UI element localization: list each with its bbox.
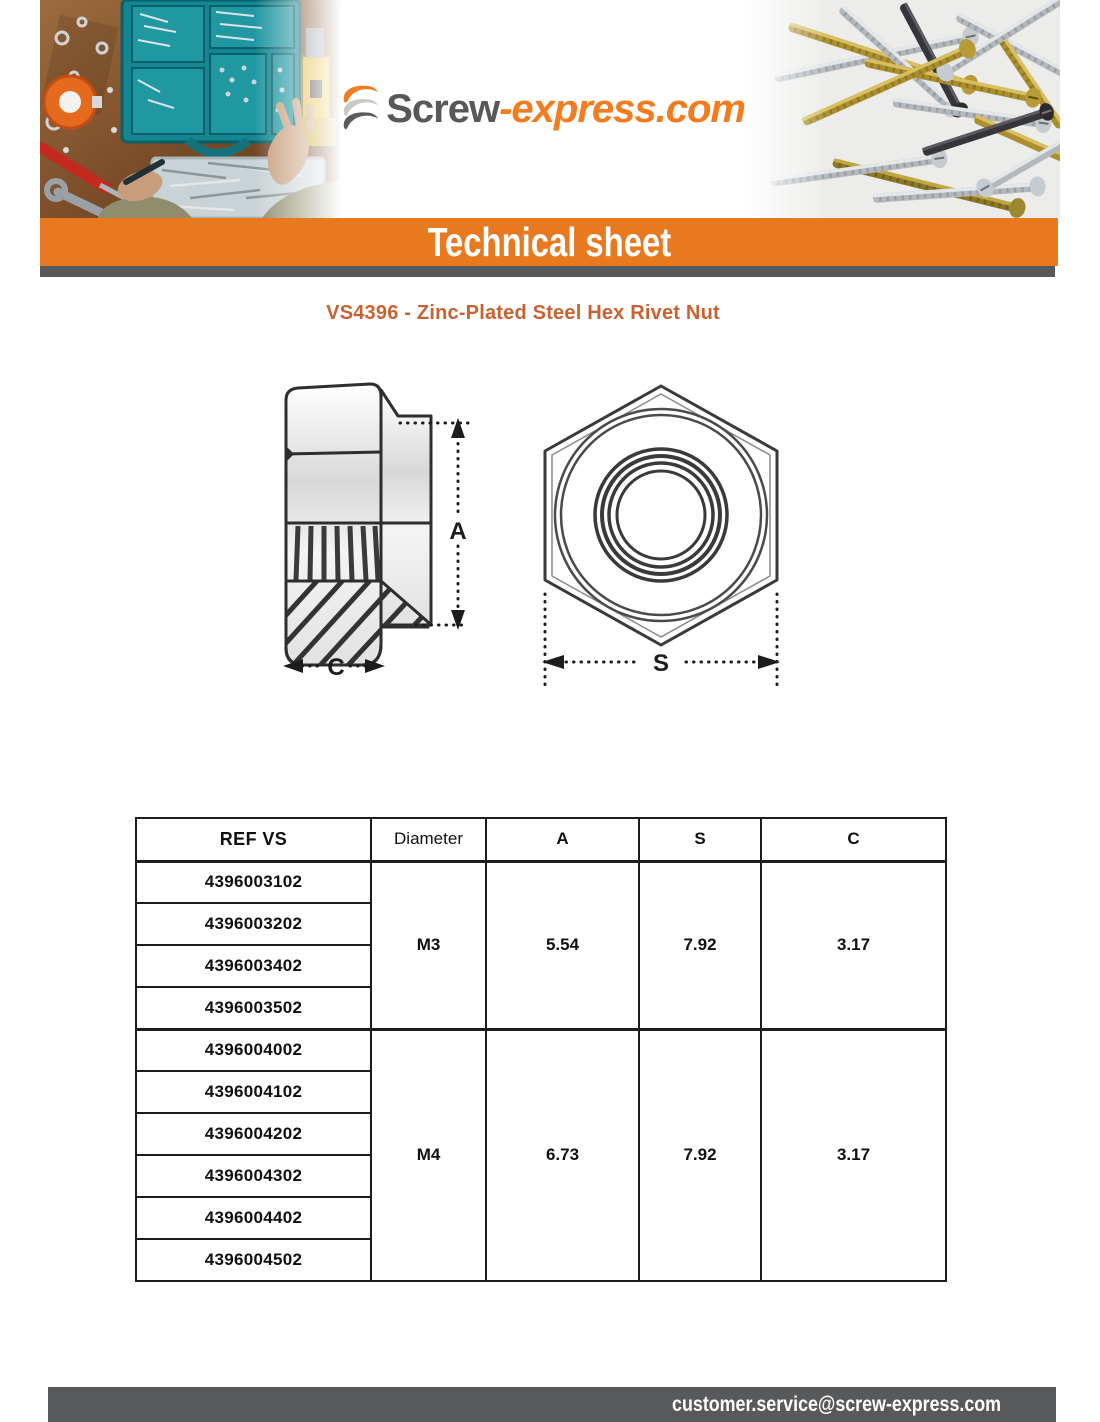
dimension-label-a: A [449, 518, 466, 545]
column-header-s: S [638, 817, 762, 862]
ref-cell: 4396003202 [135, 902, 372, 946]
banner-title: Technical sheet [427, 218, 671, 265]
section-banner: Technical sheet [40, 218, 1058, 266]
table-row: 4396003202 [135, 902, 946, 946]
table-row: 4396004502 [135, 1238, 946, 1282]
product-title-row: VS4396 - Zinc-Plated Steel Hex Rivet Nut [0, 302, 1100, 325]
ref-cell: 4396004202 [135, 1112, 372, 1156]
customer-service-email[interactable]: customer.service@screw-express.com [672, 1393, 1001, 1416]
workbench-photo [40, 0, 342, 218]
s-cell-m4: 7.92 [638, 1027, 762, 1282]
a-cell-m4: 6.73 [485, 1027, 640, 1282]
table-row: 4396003102 M3 5.54 7.92 3.17 [135, 859, 947, 1030]
ref-cell: 4396003402 [135, 944, 372, 988]
table-row: 4396004302 [135, 1154, 946, 1198]
screws-photo [745, 0, 1060, 218]
column-header-diameter: Diameter [370, 817, 487, 862]
banner-shadow-bar [40, 266, 1055, 277]
table-row: 4396004002 M4 6.73 7.92 3.17 [135, 1027, 947, 1282]
table-row: 4396004202 [135, 1112, 946, 1156]
brand-name-orange: -express.com [499, 86, 746, 131]
table-row: 4396004402 [135, 1196, 946, 1240]
diameter-cell-m4: M4 [370, 1027, 487, 1282]
ref-cell: 4396004502 [135, 1238, 372, 1282]
s-cell-m3: 7.92 [638, 859, 762, 1030]
table-row: 4396003402 [135, 944, 946, 988]
brand-logo: Screw-express.com [342, 0, 746, 218]
screws-photo-graphic [745, 0, 1060, 218]
footer-bar: customer.service@screw-express.com [48, 1387, 1056, 1422]
table-header-row: REF VS Diameter A S C [135, 817, 947, 862]
a-cell-m3: 5.54 [485, 859, 640, 1030]
c-cell-m4: 3.17 [760, 1027, 947, 1282]
workbench-photo-graphic [40, 0, 342, 218]
column-header-c: C [760, 817, 947, 862]
side-view-graphic: A C [283, 382, 470, 681]
table-row: 4396003502 [135, 986, 946, 1030]
dimension-label-c: C [327, 654, 344, 681]
column-header-a: A [485, 817, 640, 862]
ref-cell: 4396004402 [135, 1196, 372, 1240]
brand-name-dark: Screw [386, 86, 500, 131]
screw-arcs-icon [343, 85, 379, 130]
ref-cell: 4396004102 [135, 1070, 372, 1114]
ref-cell: 4396004302 [135, 1154, 372, 1198]
ref-cell: 4396003502 [135, 986, 372, 1030]
dimension-label-s: S [653, 650, 669, 677]
top-view-graphic: S [542, 384, 780, 692]
side-view-drawing: A C [266, 376, 484, 688]
spec-table: REF VS Diameter A S C 4396003102 M3 5.54… [135, 817, 947, 1282]
ref-cell: 4396004002 [135, 1027, 372, 1072]
table-row: 4396004102 [135, 1070, 946, 1114]
c-cell-m3: 3.17 [760, 859, 947, 1030]
diameter-cell-m3: M3 [370, 859, 487, 1030]
column-header-ref: REF VS [135, 817, 372, 862]
ref-cell: 4396003102 [135, 859, 372, 904]
brand-name: Screw-express.com [386, 86, 746, 132]
top-view-drawing: S [528, 372, 794, 696]
product-title: VS4396 - Zinc-Plated Steel Hex Rivet Nut [326, 302, 720, 324]
